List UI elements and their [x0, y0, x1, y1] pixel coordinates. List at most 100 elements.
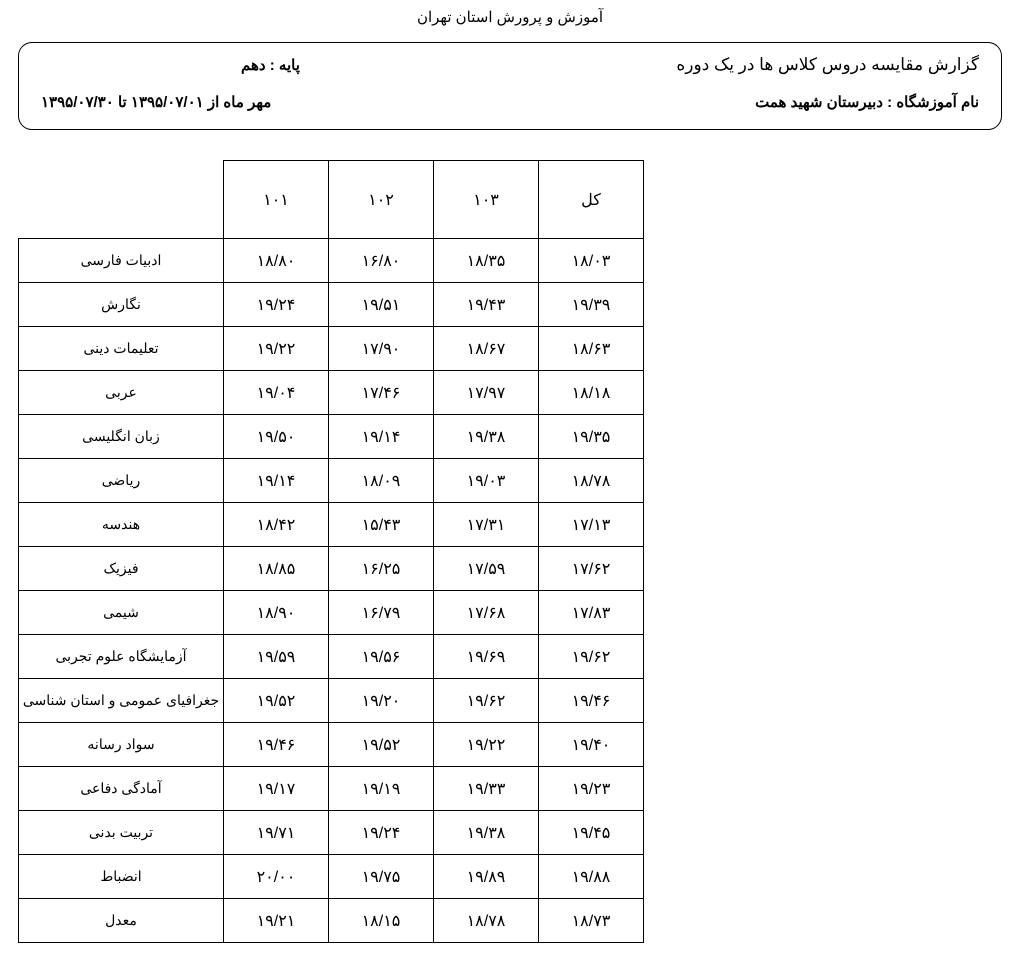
value-cell: ۱۷/۱۳	[539, 503, 644, 547]
subject-cell: سواد رسانه	[19, 723, 224, 767]
school-value: دبیرستان شهید همت	[755, 94, 883, 111]
value-cell: ۱۹/۸۸	[539, 855, 644, 899]
value-cell: ۱۸/۶۳	[539, 327, 644, 371]
subject-cell: آزمایشگاه علوم تجربی	[19, 635, 224, 679]
table-row: زبان انگلیسی۱۹/۵۰۱۹/۱۴۱۹/۳۸۱۹/۳۵	[19, 415, 644, 459]
value-cell: ۱۸/۷۳	[539, 899, 644, 943]
subject-cell: زبان انگلیسی	[19, 415, 224, 459]
value-cell: ۱۶/۷۹	[329, 591, 434, 635]
value-cell: ۲۰/۰۰	[224, 855, 329, 899]
value-cell: ۱۹/۲۴	[224, 283, 329, 327]
value-cell: ۱۹/۱۹	[329, 767, 434, 811]
school-label: نام آموزشگاه :	[887, 94, 979, 111]
value-cell: ۱۹/۷۵	[329, 855, 434, 899]
value-cell: ۱۹/۵۰	[224, 415, 329, 459]
value-cell: ۱۹/۶۲	[434, 679, 539, 723]
value-cell: ۱۹/۷۱	[224, 811, 329, 855]
subject-cell: نگارش	[19, 283, 224, 327]
value-cell: ۱۹/۵۱	[329, 283, 434, 327]
value-cell: ۱۹/۱۴	[329, 415, 434, 459]
info-box: گزارش مقایسه دروس کلاس ها در یک دوره پای…	[18, 42, 1002, 130]
value-cell: ۱۹/۶۹	[434, 635, 539, 679]
subject-cell: ادبیات فارسی	[19, 239, 224, 283]
subject-cell: تربیت بدنی	[19, 811, 224, 855]
col-head-103: ۱۰۳	[434, 161, 539, 239]
value-cell: ۱۹/۳۸	[434, 811, 539, 855]
subject-cell: شیمی	[19, 591, 224, 635]
table-row: آمادگی دفاعی۱۹/۱۷۱۹/۱۹۱۹/۳۳۱۹/۲۳	[19, 767, 644, 811]
table-row: انضباط۲۰/۰۰۱۹/۷۵۱۹/۸۹۱۹/۸۸	[19, 855, 644, 899]
subject-cell: هندسه	[19, 503, 224, 547]
table-container: ۱۰۱ ۱۰۲ ۱۰۳ کل ادبیات فارسی۱۸/۸۰۱۶/۸۰۱۸/…	[0, 160, 1020, 963]
subject-cell: ریاضی	[19, 459, 224, 503]
value-cell: ۱۹/۴۵	[539, 811, 644, 855]
value-cell: ۱۹/۰۴	[224, 371, 329, 415]
value-cell: ۱۹/۱۷	[224, 767, 329, 811]
subject-cell: معدل	[19, 899, 224, 943]
value-cell: ۱۸/۴۲	[224, 503, 329, 547]
value-cell: ۱۵/۴۳	[329, 503, 434, 547]
school-block: نام آموزشگاه : دبیرستان شهید همت	[755, 93, 979, 111]
subject-cell: جغرافیای عمومی و استان شناسی	[19, 679, 224, 723]
value-cell: ۱۸/۹۰	[224, 591, 329, 635]
col-head-102: ۱۰۲	[329, 161, 434, 239]
subject-cell: فیزیک	[19, 547, 224, 591]
value-cell: ۱۹/۳۹	[539, 283, 644, 327]
value-cell: ۱۹/۲۲	[434, 723, 539, 767]
value-cell: ۱۹/۵۲	[224, 679, 329, 723]
value-cell: ۱۸/۶۷	[434, 327, 539, 371]
col-head-total: کل	[539, 161, 644, 239]
value-cell: ۱۹/۸۹	[434, 855, 539, 899]
value-cell: ۱۷/۵۹	[434, 547, 539, 591]
value-cell: ۱۹/۳۸	[434, 415, 539, 459]
value-cell: ۱۸/۸۵	[224, 547, 329, 591]
table-row: آزمایشگاه علوم تجربی۱۹/۵۹۱۹/۵۶۱۹/۶۹۱۹/۶۲	[19, 635, 644, 679]
subject-cell: انضباط	[19, 855, 224, 899]
table-row: تعلیمات دینی۱۹/۲۲۱۷/۹۰۱۸/۶۷۱۸/۶۳	[19, 327, 644, 371]
value-cell: ۱۸/۰۹	[329, 459, 434, 503]
value-cell: ۱۹/۲۲	[224, 327, 329, 371]
value-cell: ۱۹/۲۴	[329, 811, 434, 855]
value-cell: ۱۹/۱۴	[224, 459, 329, 503]
subject-cell: عربی	[19, 371, 224, 415]
subject-cell: آمادگی دفاعی	[19, 767, 224, 811]
value-cell: ۱۸/۷۸	[539, 459, 644, 503]
value-cell: ۱۷/۶۲	[539, 547, 644, 591]
subject-cell: تعلیمات دینی	[19, 327, 224, 371]
value-cell: ۱۹/۲۱	[224, 899, 329, 943]
table-row: نگارش۱۹/۲۴۱۹/۵۱۱۹/۴۳۱۹/۳۹	[19, 283, 644, 327]
info-row-2: نام آموزشگاه : دبیرستان شهید همت مهر ماه…	[41, 93, 979, 111]
info-row-1: گزارش مقایسه دروس کلاس ها در یک دوره پای…	[41, 55, 979, 75]
table-row: ریاضی۱۹/۱۴۱۸/۰۹۱۹/۰۳۱۸/۷۸	[19, 459, 644, 503]
value-cell: ۱۹/۲۳	[539, 767, 644, 811]
table-row: سواد رسانه۱۹/۴۶۱۹/۵۲۱۹/۲۲۱۹/۴۰	[19, 723, 644, 767]
value-cell: ۱۸/۱۸	[539, 371, 644, 415]
value-cell: ۱۹/۵۹	[224, 635, 329, 679]
value-cell: ۱۸/۰۳	[539, 239, 644, 283]
value-cell: ۱۹/۴۶	[539, 679, 644, 723]
table-row: جغرافیای عمومی و استان شناسی۱۹/۵۲۱۹/۲۰۱۹…	[19, 679, 644, 723]
value-cell: ۱۸/۱۵	[329, 899, 434, 943]
value-cell: ۱۹/۵۲	[329, 723, 434, 767]
value-cell: ۱۶/۸۰	[329, 239, 434, 283]
value-cell: ۱۹/۳۵	[539, 415, 644, 459]
value-cell: ۱۹/۵۶	[329, 635, 434, 679]
table-row: تربیت بدنی۱۹/۷۱۱۹/۲۴۱۹/۳۸۱۹/۴۵	[19, 811, 644, 855]
grade-label: پایه :	[270, 57, 300, 74]
table-header-row: ۱۰۱ ۱۰۲ ۱۰۳ کل	[19, 161, 644, 239]
value-cell: ۱۶/۲۵	[329, 547, 434, 591]
value-cell: ۱۷/۴۶	[329, 371, 434, 415]
blank-corner	[19, 161, 224, 239]
value-cell: ۱۹/۴۰	[539, 723, 644, 767]
value-cell: ۱۸/۸۰	[224, 239, 329, 283]
value-cell: ۱۷/۸۳	[539, 591, 644, 635]
value-cell: ۱۷/۶۸	[434, 591, 539, 635]
value-cell: ۱۹/۰۳	[434, 459, 539, 503]
value-cell: ۱۹/۴۳	[434, 283, 539, 327]
table-row: هندسه۱۸/۴۲۱۵/۴۳۱۷/۳۱۱۷/۱۳	[19, 503, 644, 547]
col-head-101: ۱۰۱	[224, 161, 329, 239]
value-cell: ۱۹/۳۳	[434, 767, 539, 811]
value-cell: ۱۹/۶۲	[539, 635, 644, 679]
table-row: معدل۱۹/۲۱۱۸/۱۵۱۸/۷۸۱۸/۷۳	[19, 899, 644, 943]
value-cell: ۱۷/۳۱	[434, 503, 539, 547]
